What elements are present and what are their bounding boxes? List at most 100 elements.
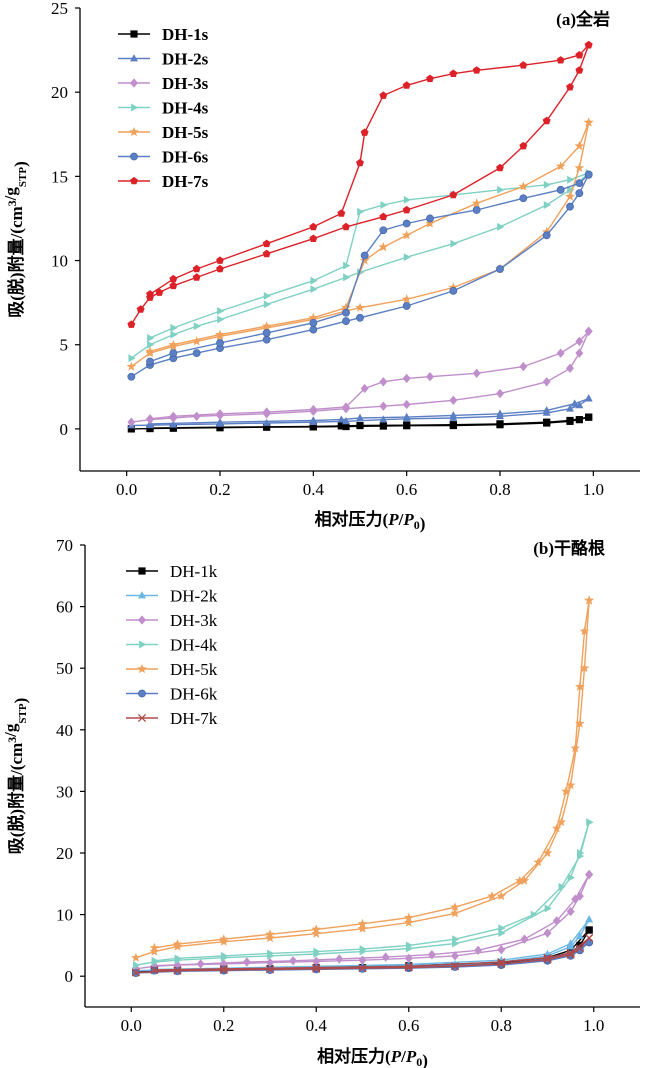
data-point xyxy=(567,175,575,184)
data-point xyxy=(191,336,202,346)
x-tick-label: 0.2 xyxy=(213,1016,234,1035)
data-point xyxy=(542,377,551,387)
legend-label: DH-2s xyxy=(162,50,209,69)
data-point xyxy=(472,66,481,74)
series-DH-7s xyxy=(127,40,593,328)
data-point xyxy=(359,255,370,265)
data-point xyxy=(127,417,136,427)
data-point xyxy=(265,965,275,974)
data-point xyxy=(404,963,413,972)
series-line-adsorption xyxy=(130,172,590,359)
data-point xyxy=(310,285,318,294)
data-point xyxy=(565,191,575,201)
legend-item: DH-4k xyxy=(126,636,218,655)
legend-item: DH-6k xyxy=(126,685,218,704)
data-point xyxy=(192,349,201,358)
data-point xyxy=(404,917,414,927)
legend-label: DH-5k xyxy=(170,660,218,679)
data-point xyxy=(173,966,182,975)
data-point xyxy=(426,74,434,83)
data-point xyxy=(335,954,344,964)
data-point xyxy=(543,953,552,962)
data-point xyxy=(169,274,178,283)
data-point xyxy=(584,326,593,336)
data-point xyxy=(496,891,506,901)
data-point xyxy=(583,117,594,127)
legend-item: DH-1s xyxy=(118,25,209,44)
legend-label: DH-6k xyxy=(170,685,218,704)
legend-marker xyxy=(130,54,138,62)
data-point xyxy=(426,372,434,382)
data-point xyxy=(552,823,562,833)
data-point xyxy=(497,945,506,955)
data-point xyxy=(449,190,458,199)
legend-label: DH-5s xyxy=(162,123,209,142)
data-point xyxy=(542,116,551,125)
x-tick-label: 0.0 xyxy=(121,1016,142,1035)
data-point xyxy=(556,348,565,358)
y-tick-label: 10 xyxy=(51,252,68,271)
data-point xyxy=(267,949,275,958)
data-point xyxy=(404,962,413,971)
data-point xyxy=(146,414,154,424)
x-axis-label: 相对压力(P/P0) xyxy=(315,509,426,533)
data-point xyxy=(313,947,321,956)
data-point xyxy=(450,902,460,912)
data-point xyxy=(401,230,412,240)
data-point xyxy=(155,288,164,296)
chart-panel-b: 0.0 0.2 0.4 0.6 0.8 1.0 0 10 20 30 40 50 60 70 (b)干酪根相… xyxy=(1,536,640,1068)
data-point xyxy=(543,928,552,938)
data-point xyxy=(520,934,529,944)
legend-label: DH-3s xyxy=(162,74,209,93)
data-point xyxy=(146,290,154,298)
data-point xyxy=(359,945,367,954)
legend-item: DH-2s xyxy=(118,50,209,69)
data-point xyxy=(309,325,318,334)
data-point xyxy=(149,942,160,952)
legend-item: DH-2k xyxy=(126,587,218,606)
data-point xyxy=(379,401,388,411)
legend-label: DH-1s xyxy=(162,25,209,44)
data-point xyxy=(358,964,367,973)
data-point xyxy=(561,786,571,796)
data-point xyxy=(403,253,411,262)
legend-marker xyxy=(138,591,146,599)
data-point xyxy=(312,964,321,973)
data-point xyxy=(565,780,576,790)
legend-marker xyxy=(138,567,146,575)
x-tick-label: 0.8 xyxy=(491,1016,512,1035)
data-point xyxy=(355,302,365,312)
data-point xyxy=(404,912,414,922)
data-point xyxy=(518,181,529,191)
data-point xyxy=(566,416,574,425)
data-point xyxy=(566,83,574,91)
data-point xyxy=(149,946,160,956)
data-point xyxy=(575,348,584,358)
data-point xyxy=(381,952,390,962)
data-point xyxy=(566,363,574,373)
legend-marker xyxy=(137,713,147,723)
data-point xyxy=(487,891,497,901)
data-point xyxy=(575,416,583,424)
data-point xyxy=(342,222,350,231)
data-point xyxy=(343,273,351,282)
data-point xyxy=(242,957,251,967)
data-point xyxy=(312,956,321,967)
data-point xyxy=(585,869,594,880)
data-point xyxy=(136,305,145,313)
legend-item: DH-7k xyxy=(126,709,218,728)
data-point xyxy=(496,163,504,172)
data-point xyxy=(192,411,201,421)
data-point xyxy=(131,952,141,962)
data-point xyxy=(402,373,411,384)
data-point xyxy=(472,206,481,214)
series-DH-6s xyxy=(127,170,593,381)
data-point xyxy=(356,421,364,430)
data-point xyxy=(289,956,298,966)
data-point xyxy=(342,308,350,317)
data-point xyxy=(585,915,594,923)
data-point xyxy=(169,281,178,290)
data-point xyxy=(585,926,593,934)
data-point xyxy=(127,320,136,328)
